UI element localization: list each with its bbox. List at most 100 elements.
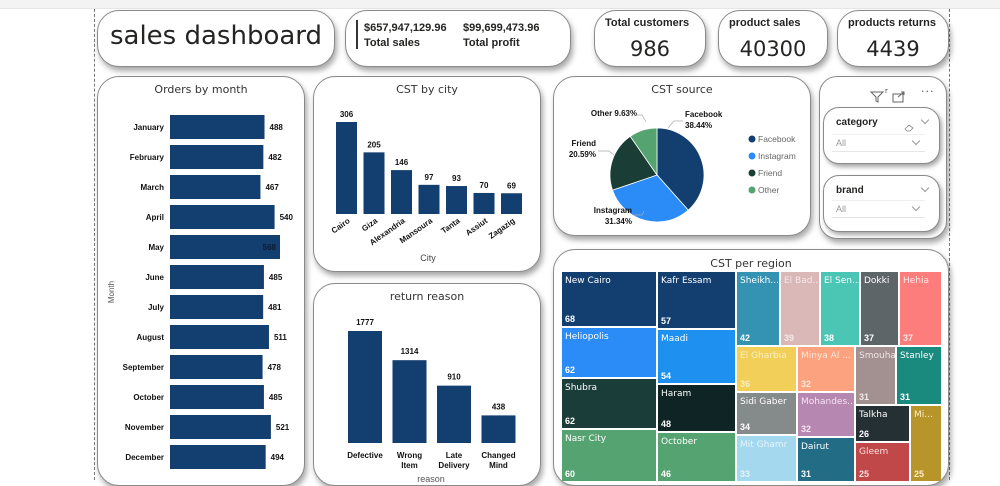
cell-label: Smouha	[859, 351, 896, 361]
month-tick-label: January	[133, 123, 164, 132]
focus-mode-icon[interactable]	[892, 88, 906, 103]
cell-value: 38	[824, 333, 835, 343]
cell-value: 34	[740, 422, 751, 432]
treemap-cell[interactable]: Kafr Essam 57	[657, 271, 736, 329]
cell-label: Mi...	[914, 410, 933, 420]
kpi-card-total-customers[interactable]: Total customers 986	[594, 10, 706, 67]
kpi-label: products returns	[848, 17, 937, 29]
month-tick-label: August	[136, 333, 164, 342]
brand-dropdown[interactable]: All	[832, 200, 925, 218]
cell-label: Heliopolis	[565, 332, 609, 342]
kpi-label: product sales	[729, 17, 801, 29]
cell-value: 62	[565, 416, 576, 426]
treemap-cell[interactable]: Maadi 54	[657, 329, 736, 384]
treemap-cell[interactable]: Shubra 62	[561, 378, 657, 429]
filter-count-badge: r	[885, 87, 888, 95]
cell-value: 32	[801, 379, 812, 389]
slice-label: Friend	[572, 139, 597, 148]
report-canvas: sales dashboard $657,947,129.96 Total sa…	[94, 9, 950, 486]
city-tick-label: Zagazig	[487, 216, 517, 241]
chart-title: return reason	[389, 290, 465, 303]
treemap-cell[interactable]: Gleem 25	[855, 442, 910, 482]
category-slicer[interactable]: category All	[823, 107, 940, 164]
bar	[336, 122, 357, 214]
treemap-cell[interactable]: Mi... 25	[910, 405, 942, 482]
treemap-cell[interactable]: Haram 48	[657, 384, 736, 432]
data-label: 494	[271, 453, 285, 462]
treemap-cell[interactable]: Sheikh... 42	[736, 271, 780, 346]
total-profit-value: $99,699,473.96	[463, 22, 540, 34]
bar	[363, 152, 385, 214]
treemap-plot: New Cairo 68 Heliopolis 62 Shubra 62 Nasr City…	[561, 271, 942, 482]
return-reason-chart[interactable]: return reason 1777 Defective 1314 Wrong Item…	[313, 283, 541, 486]
cell-value: 25	[914, 469, 925, 479]
cell-value: 31	[859, 392, 870, 402]
cell-value: 36	[740, 379, 751, 389]
cell-label: Gleem	[859, 447, 889, 457]
bar	[437, 385, 471, 443]
cell-value: 33	[740, 469, 751, 479]
data-label: 521	[276, 423, 290, 432]
cst-per-region-chart[interactable]: CST per region New Cairo 68 Heliopolis 62 Sh…	[553, 249, 949, 486]
cell-value: 25	[859, 469, 870, 479]
cell-value: 42	[740, 333, 751, 343]
cst-source-chart[interactable]: CST source Facebook 38.44% Instagram 31.34%…	[553, 76, 811, 236]
treemap-cell[interactable]: October 46	[657, 432, 736, 482]
month-tick-label: February	[130, 153, 165, 162]
eraser-icon[interactable]	[904, 117, 914, 132]
legend-label: Instagram	[758, 151, 796, 161]
treemap-cell[interactable]: Sidi Gaber 34	[736, 392, 797, 435]
orders-by-month-chart[interactable]: Orders by month January 488 February 482 Mar…	[97, 76, 305, 486]
treemap-cell[interactable]: Mohandes... 32	[797, 392, 855, 437]
data-label: 482	[268, 153, 282, 162]
cst-by-city-plot: 306Cairo205Giza146Alexandria97Mansoura93…	[330, 110, 522, 263]
x-axis-label: City	[420, 253, 436, 263]
reason-tick-label: Item	[401, 461, 417, 470]
sales-profit-card[interactable]: $657,947,129.96 Total sales $99,699,473.…	[345, 10, 571, 67]
kpi-card-product-sales[interactable]: product sales 40300	[718, 10, 828, 67]
treemap-cell[interactable]: Minya Al ... 32	[797, 346, 855, 392]
more-options-icon[interactable]: ···	[921, 85, 935, 98]
treemap-cell[interactable]: Heliopolis 62	[561, 327, 657, 378]
cell-value: 54	[661, 371, 672, 381]
bar	[170, 415, 271, 439]
chevron-down-icon[interactable]	[920, 183, 930, 193]
kpi-card-products-returns[interactable]: products returns 4439	[837, 10, 949, 67]
treemap-cell[interactable]: Nasr City 60	[561, 429, 657, 482]
treemap-cell[interactable]: El Bad... 39	[780, 271, 820, 346]
cell-value: 68	[565, 314, 576, 324]
legend-label: Friend	[758, 168, 782, 178]
data-label: 478	[268, 363, 282, 372]
month-tick-label: October	[133, 393, 164, 402]
cst-by-city-chart[interactable]: CST by city 306 Cairo 205 Giza 146 Alexandria…	[313, 76, 541, 272]
cell-label: Hehia	[903, 276, 930, 286]
total-sales-value: $657,947,129.96	[364, 22, 447, 34]
reason-tick-label: Late	[446, 451, 463, 460]
treemap-cell[interactable]: Hehia 37	[899, 271, 942, 346]
cell-label: Stanley	[900, 351, 934, 361]
treemap-cell[interactable]: Mit Ghamr 33	[736, 435, 797, 482]
treemap-cell[interactable]: Talkha 26	[855, 405, 910, 442]
brand-slicer[interactable]: brand All	[823, 175, 940, 232]
kpi-value: 986	[629, 37, 671, 61]
category-dropdown[interactable]: All	[832, 134, 925, 152]
chevron-down-icon[interactable]	[920, 115, 930, 125]
bar	[446, 186, 467, 214]
treemap-cell[interactable]: El Gharbia 36	[736, 346, 797, 392]
treemap-cell[interactable]: New Cairo 68	[561, 271, 657, 327]
bar	[392, 360, 427, 443]
dropdown-value: All	[836, 138, 847, 148]
reason-tick-label: Mind	[489, 461, 508, 470]
bar	[481, 415, 516, 443]
treemap-cell[interactable]: Stanley 31	[896, 346, 942, 405]
bar	[170, 175, 261, 199]
treemap-cell[interactable]: Dokki 37	[860, 271, 899, 346]
data-label: 481	[268, 303, 282, 312]
filter-icon[interactable]	[869, 88, 885, 103]
slice-label: Instagram	[594, 206, 632, 215]
treemap-cell[interactable]: Smouha 31	[855, 346, 896, 405]
bar	[170, 115, 265, 139]
data-label: 511	[274, 333, 287, 342]
treemap-cell[interactable]: El Sen... 38	[820, 271, 860, 346]
treemap-cell[interactable]: Dairut 31	[797, 437, 855, 482]
